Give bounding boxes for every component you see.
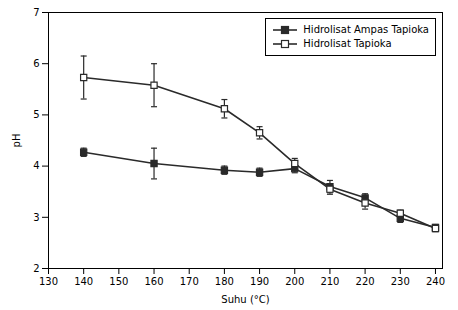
- svg-text:pH: pH: [11, 134, 22, 148]
- svg-text:220: 220: [356, 276, 375, 287]
- svg-text:6: 6: [33, 58, 39, 69]
- svg-text:140: 140: [74, 276, 93, 287]
- svg-text:160: 160: [144, 276, 163, 287]
- svg-text:150: 150: [109, 276, 128, 287]
- svg-text:230: 230: [391, 276, 410, 287]
- svg-text:130: 130: [39, 276, 58, 287]
- svg-text:170: 170: [180, 276, 199, 287]
- svg-text:5: 5: [33, 109, 39, 120]
- svg-text:3: 3: [33, 212, 39, 223]
- svg-text:7: 7: [33, 7, 39, 18]
- svg-text:Suhu (°C): Suhu (°C): [221, 294, 269, 305]
- html-text:Hidrolisat Tapioka: Hidrolisat Tapioka: [303, 38, 392, 49]
- svg-text:240: 240: [426, 276, 445, 287]
- svg-text:200: 200: [285, 276, 304, 287]
- svg-text:190: 190: [250, 276, 269, 287]
- svg-text:2: 2: [33, 263, 39, 274]
- svg-text:4: 4: [33, 160, 39, 171]
- svg-text:180: 180: [215, 276, 234, 287]
- html-text:Hidrolisat Ampas Tapioka: Hidrolisat Ampas Tapioka: [303, 24, 429, 35]
- svg-text:210: 210: [320, 276, 339, 287]
